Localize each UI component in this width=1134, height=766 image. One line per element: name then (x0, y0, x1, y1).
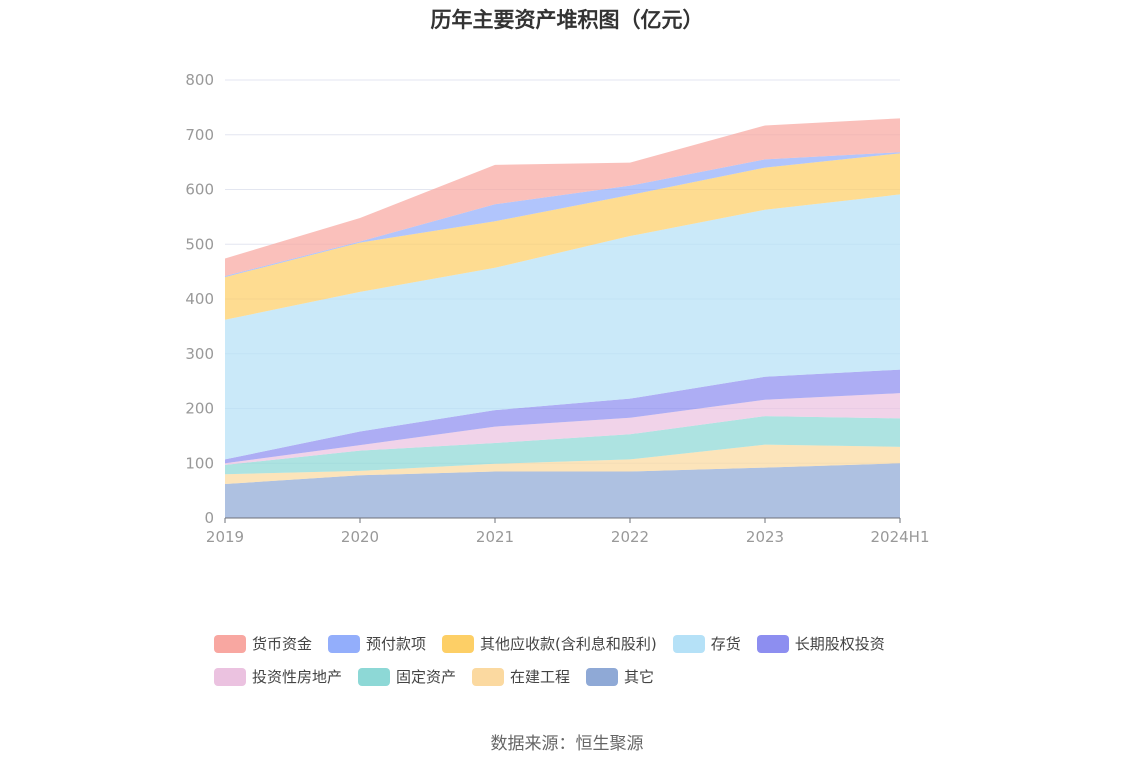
legend-label: 长期股权投资 (794, 635, 885, 653)
legend-item[interactable]: 固定资产 (358, 666, 456, 687)
y-tick-label: 800 (185, 71, 214, 89)
y-tick-label: 600 (185, 181, 214, 199)
area-series (225, 118, 900, 277)
legend-label: 存货 (710, 635, 741, 653)
x-tick-label: 2022 (611, 528, 649, 546)
y-tick-label: 100 (185, 454, 214, 472)
y-tick-label: 700 (185, 126, 214, 144)
legend-row: 货币资金 预付款项 其他应收款(含利息和股利) 存货 长期股权投资 (214, 627, 954, 660)
y-tick-label: 200 (185, 400, 214, 418)
area-series (225, 444, 900, 485)
legend-label: 在建工程 (510, 668, 571, 686)
axis-layer: 0 100 200 300 400 500 600 700 800 2019 2020 2021 202… (185, 71, 929, 546)
x-tick-label: 2021 (476, 528, 514, 546)
legend-swatch (442, 634, 475, 653)
legend-label: 投资性房地产 (252, 668, 343, 686)
legend-item[interactable]: 在建工程 (472, 666, 570, 687)
area-series (225, 153, 900, 320)
legend-item[interactable]: 货币资金 (214, 633, 312, 654)
y-tick-label: 400 (185, 290, 214, 308)
legend-item[interactable]: 预付款项 (328, 633, 426, 654)
legend-item[interactable]: 长期股权投资 (756, 633, 885, 654)
x-tick-label: 2023 (746, 528, 784, 546)
area-series (225, 416, 900, 475)
area-series (225, 369, 900, 464)
x-tick-label: 2019 (206, 528, 244, 546)
legend-item[interactable]: 其他应收款(含利息和股利) (442, 633, 657, 654)
legend-item[interactable]: 其它 (586, 666, 654, 687)
y-tick-label: 300 (185, 345, 214, 363)
y-tick-label: 500 (185, 235, 214, 253)
x-tick-label: 2024H1 (871, 528, 930, 546)
legend-swatch (672, 634, 705, 653)
legend-label: 预付款项 (366, 635, 427, 653)
chart-title: 历年主要资产堆积图（亿元） (430, 8, 704, 32)
legend: 货币资金 预付款项 其他应收款(含利息和股利) 存货 长期股权投资投资性房地产 固定资产 在… (214, 627, 954, 693)
legend-label: 其他应收款(含利息和股利) (480, 635, 657, 653)
area-series (225, 393, 900, 465)
legend-swatch (586, 667, 619, 686)
area-layer (225, 118, 900, 518)
x-tick-label: 2020 (341, 528, 379, 546)
area-series (225, 194, 900, 460)
legend-label: 固定资产 (396, 668, 457, 686)
legend-swatch (472, 667, 505, 686)
area-series (225, 463, 900, 518)
legend-label: 其它 (624, 668, 655, 686)
legend-swatch (214, 667, 246, 686)
legend-swatch (214, 634, 246, 653)
legend-swatch (328, 634, 361, 653)
legend-item[interactable]: 投资性房地产 (214, 666, 342, 687)
legend-swatch (756, 634, 789, 653)
y-tick-label: 0 (204, 509, 214, 527)
chart-canvas: 0 100 200 300 400 500 600 700 800 2019 2020 2021 202… (185, 71, 929, 546)
legend-row: 投资性房地产 固定资产 在建工程 其它 (214, 660, 954, 693)
data-source: 数据来源：恒生聚源 (490, 734, 644, 754)
legend-item[interactable]: 存货 (672, 633, 741, 654)
legend-label: 货币资金 (252, 635, 313, 653)
legend-swatch (358, 667, 391, 686)
